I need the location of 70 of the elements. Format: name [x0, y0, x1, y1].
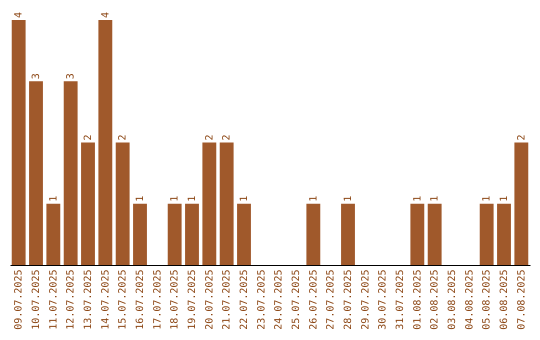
bar	[306, 204, 320, 265]
data-label: 1	[135, 196, 146, 202]
x-tick-label: 13.07.2025	[83, 270, 94, 330]
x-tick-label: 20.07.2025	[204, 270, 216, 330]
data-label: 1	[187, 196, 198, 202]
x-tick-label: 31.07.2025	[395, 270, 406, 330]
bar	[81, 142, 95, 265]
data-label: 2	[83, 134, 94, 140]
bar	[185, 204, 199, 265]
data-label: 1	[430, 196, 441, 202]
x-tick-label: 19.07.2025	[187, 270, 198, 330]
bar	[12, 20, 26, 265]
x-tick-label: 05.08.2025	[482, 270, 493, 330]
data-label: 1	[170, 196, 181, 202]
data-label: 2	[516, 134, 528, 140]
x-tick-label: 18.07.2025	[170, 270, 181, 330]
x-tick-label: 03.08.2025	[447, 270, 458, 330]
x-tick-label: 22.07.2025	[239, 270, 250, 330]
bar	[202, 142, 216, 265]
bar	[428, 204, 442, 265]
data-label: 1	[239, 196, 250, 202]
bar	[133, 204, 147, 265]
x-tick-label: 06.08.2025	[499, 270, 510, 330]
x-tick-label: 11.07.2025	[48, 270, 60, 330]
bar	[480, 204, 494, 265]
bar	[497, 204, 511, 265]
bar	[116, 142, 130, 265]
x-tick-label: 07.08.2025	[516, 270, 528, 330]
x-tick-label: 26.07.2025	[308, 270, 320, 330]
x-tick-label: 25.07.2025	[291, 270, 302, 330]
x-tick-label: 21.07.2025	[222, 270, 233, 330]
x-tick-label: 04.08.2025	[464, 270, 476, 330]
data-label: 1	[48, 196, 60, 202]
bar	[514, 142, 528, 265]
x-tick-label: 30.07.2025	[378, 270, 389, 330]
x-tick-label: 27.07.2025	[326, 270, 337, 330]
bar	[237, 204, 251, 265]
data-label: 1	[499, 196, 510, 202]
data-label: 4	[100, 12, 112, 18]
x-tick-label: 28.07.2025	[343, 270, 354, 330]
x-tick-label: 02.08.2025	[430, 270, 441, 330]
bar	[410, 204, 424, 265]
x-tick-label: 01.08.2025	[412, 270, 424, 330]
data-label: 1	[412, 196, 424, 202]
x-tick-label: 17.07.2025	[152, 270, 164, 330]
x-tick-label: 10.07.2025	[31, 270, 42, 330]
bar	[98, 20, 112, 265]
bar	[220, 142, 234, 265]
data-label: 1	[482, 196, 493, 202]
x-tick-label: 24.07.2025	[274, 270, 285, 330]
data-label: 1	[308, 196, 320, 202]
x-tick-label: 09.07.2025	[14, 270, 25, 330]
x-tick-label: 15.07.2025	[118, 270, 129, 330]
bar	[64, 81, 78, 265]
x-tick-label: 16.07.2025	[135, 270, 146, 330]
x-tick-label: 12.07.2025	[66, 270, 77, 330]
x-tick-label: 14.07.2025	[100, 270, 112, 330]
data-label: 2	[222, 134, 233, 140]
data-label: 3	[66, 73, 77, 80]
data-label: 1	[343, 196, 354, 202]
data-label: 2	[118, 134, 129, 140]
bar	[29, 81, 43, 265]
bar	[168, 204, 182, 265]
data-label: 2	[204, 134, 216, 140]
data-label: 3	[31, 73, 42, 80]
data-label: 4	[14, 12, 25, 18]
bar	[341, 204, 355, 265]
bar	[46, 204, 60, 265]
x-tick-label: 23.07.2025	[256, 270, 268, 330]
x-tick-label: 29.07.2025	[360, 270, 372, 330]
